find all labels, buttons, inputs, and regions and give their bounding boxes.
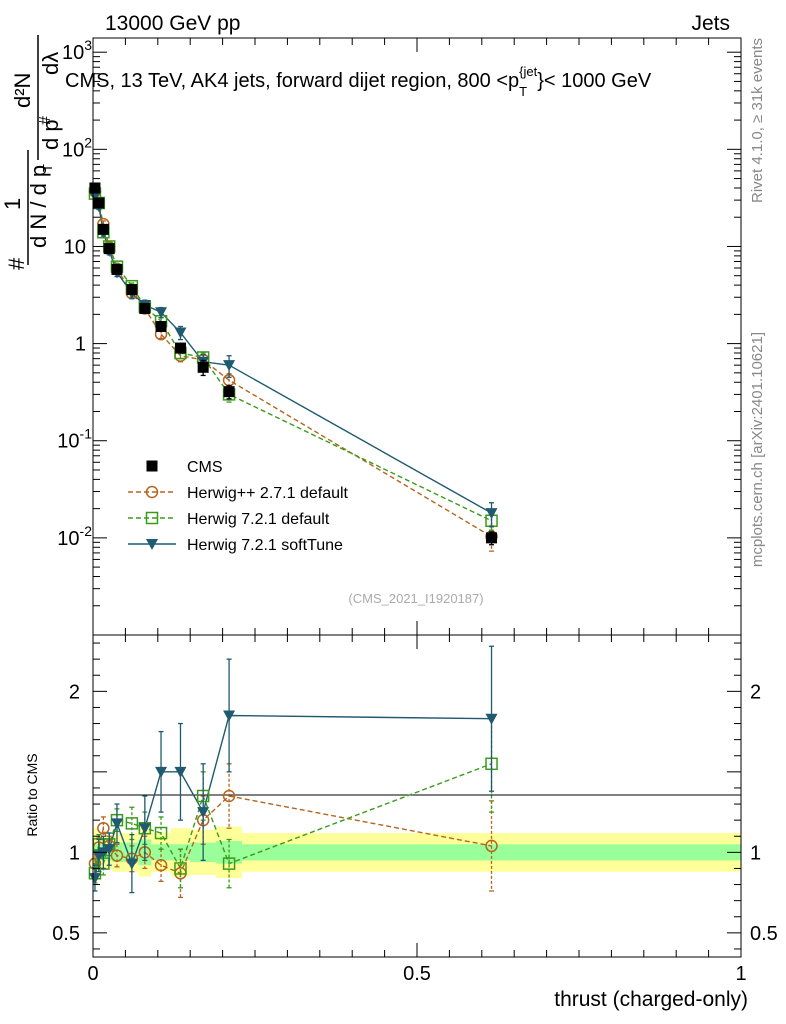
ylabel-hash-1: # [4, 257, 29, 270]
main-point-0 [97, 223, 109, 235]
ratio-point-2 [222, 857, 236, 870]
main-ylabel: # 1 d N / d p T d²N d p dλ # [0, 35, 63, 270]
legend-label-2: Herwig 7.2.1 default [187, 511, 330, 528]
main-point-0 [223, 386, 235, 398]
main-point-3 [88, 191, 101, 203]
main-point-3 [155, 307, 168, 319]
ratio-y-tick-label: 0.5 [52, 923, 80, 945]
ratio-band-inner [151, 844, 171, 861]
legend-label-1: Herwig++ 2.7.1 default [187, 485, 349, 502]
legend-marker-1 [145, 485, 159, 499]
ratio-y-tick-label-right: 1 [750, 842, 761, 864]
main-point-0 [103, 243, 115, 255]
main-point-3 [174, 327, 187, 339]
ratio-band-inner [170, 844, 191, 861]
ylabel-one: 1 [0, 198, 25, 210]
legend-marker-0 [146, 460, 158, 472]
ratio-y-tick-label-right: 2 [750, 681, 761, 703]
ratio-point-3 [485, 713, 498, 725]
ylabel-dpT: d p [38, 119, 63, 150]
main-point-3 [223, 360, 236, 372]
header-left: 13000 GeV pp [105, 12, 240, 35]
ratio-frame [92, 634, 742, 958]
ratio-y-tick-label-right: 0.5 [750, 923, 778, 945]
ratio-point-1 [485, 839, 498, 853]
ylabel-d2N: d²N [10, 73, 35, 108]
ratio-point-1 [222, 789, 236, 803]
main-y-tick-label: 10-2 [57, 523, 92, 550]
main-point-3 [485, 508, 498, 520]
ylabel-T1: T [40, 164, 55, 172]
ratio-point-3 [155, 766, 168, 778]
ratio-point-2 [125, 817, 139, 830]
ratio-point-3 [110, 818, 123, 830]
legend-label-0: CMS [187, 459, 223, 476]
ratio-point-2 [154, 826, 168, 840]
legend-marker-2 [145, 511, 159, 525]
x-tick-label: 0 [87, 963, 98, 985]
legend-label-3: Herwig 7.2.1 softTune [187, 537, 343, 554]
ratio-series-line-2 [94, 763, 492, 874]
main-y-tick-label: 1 [75, 334, 86, 356]
legend: CMS Herwig++ 2.7.1 default Herwig 7.2.1 de… [128, 459, 349, 554]
ratio-ylabel: Ratio to CMS [24, 753, 40, 836]
main-point-0 [155, 320, 167, 332]
main-y-tick-label: 10-1 [57, 426, 92, 453]
ratio-plot: 0.5 0.51 12 2 0 0.5 1 [52, 634, 778, 985]
ratio-point-3 [138, 823, 151, 835]
main-y-tick-label: 10 [64, 236, 86, 258]
ratio-y-tick-label: 1 [69, 842, 80, 864]
main-point-0 [174, 342, 186, 354]
plot-title: CMS, 13 TeV, AK4 jets, forward dijet reg… [65, 64, 652, 99]
rivet-label: Rivet 4.1.0, ≥ 31k events [749, 38, 766, 203]
ratio-point-1 [154, 858, 168, 872]
ratio-y-tick-label: 2 [69, 681, 80, 703]
x-tick-label: 0.5 [403, 963, 431, 985]
header-right: Jets [691, 12, 730, 35]
ratio-band-inner [112, 842, 123, 863]
ratio-point-3 [88, 873, 101, 885]
ylabel-dlam: dλ [38, 52, 63, 75]
main-plot: 10-2 10-1 1 10 102 103 [57, 37, 742, 636]
ratio-point-3 [223, 710, 236, 722]
ratio-point-3 [125, 858, 138, 870]
main-point-0 [126, 284, 138, 296]
main-point-0 [93, 197, 105, 209]
ratio-point-3 [103, 844, 116, 856]
main-point-0 [197, 361, 209, 373]
main-y-tick-label: 102 [62, 134, 92, 161]
site-label: mcplots.cern.ch [arXiv:2401.10621] [749, 332, 766, 567]
x-tick-label: 1 [735, 963, 746, 985]
ratio-point-3 [174, 766, 187, 778]
ratio-point-2 [174, 862, 187, 875]
analysis-watermark: (CMS_2021_I1920187) [348, 591, 483, 606]
main-point-0 [139, 302, 151, 314]
ylabel-hash-2: # [37, 116, 54, 125]
main-y-tick-label: 103 [62, 37, 92, 64]
ylabel-dN: d N / d p [26, 165, 51, 248]
ratio-point-1 [97, 821, 110, 835]
legend-marker-3 [146, 539, 158, 550]
main-point-0 [486, 532, 498, 544]
x-axis-label: thrust (charged-only) [554, 988, 748, 1011]
main-series-line-2 [94, 193, 492, 522]
ratio-point-3 [197, 807, 210, 819]
main-point-0 [111, 263, 123, 275]
